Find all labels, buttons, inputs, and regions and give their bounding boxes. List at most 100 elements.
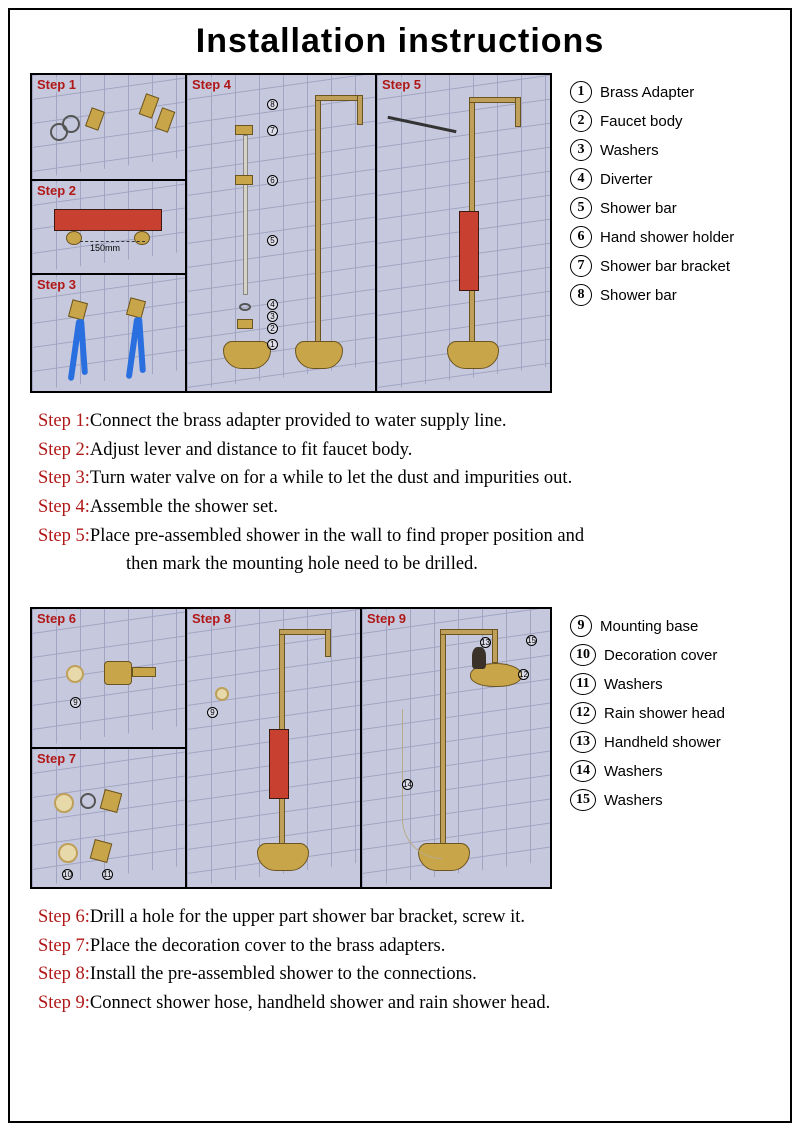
- step-line: Step 7:Place the decoration cover to the…: [38, 932, 770, 961]
- callout-num: 12: [518, 669, 529, 680]
- legend-num: 12: [570, 702, 596, 724]
- legend-num: 14: [570, 760, 596, 782]
- legend-item: 1Brass Adapter: [570, 81, 770, 103]
- step-line: Step 8:Install the pre-assembled shower …: [38, 960, 770, 989]
- shower-arm-icon: [357, 95, 363, 125]
- panel-label-8: Step 8: [190, 611, 233, 626]
- faucet-body-icon: [447, 341, 499, 369]
- col-steps-1-3: Step 1 Step 2 150mm: [31, 74, 186, 392]
- panel-step-6: Step 6 9: [31, 608, 186, 748]
- legend-label: Washers: [604, 676, 663, 693]
- panel-step-4: Step 4 8 7 6 5 4 3 2: [186, 74, 376, 392]
- legend-label: Shower bar: [600, 200, 677, 217]
- legend-label: Washers: [604, 792, 663, 809]
- legend-item: 4Diverter: [570, 168, 770, 190]
- legend-num: 2: [570, 110, 592, 132]
- legend-num: 15: [570, 789, 596, 811]
- step-line: Step 4:Assemble the shower set.: [38, 493, 770, 522]
- shower-arm-icon: [325, 629, 331, 657]
- legend-num: 5: [570, 197, 592, 219]
- panel-step-5: Step 5: [376, 74, 551, 392]
- panel-label-2: Step 2: [35, 183, 78, 198]
- step-line: Step 6:Drill a hole for the upper part s…: [38, 903, 770, 932]
- step-body: Drill a hole for the upper part shower b…: [90, 907, 525, 927]
- handheld-shower-icon: [472, 647, 486, 669]
- callout-num: 5: [267, 235, 278, 246]
- legend-num: 8: [570, 284, 592, 306]
- step-body: Assemble the shower set.: [90, 497, 278, 517]
- legend-label: Handheld shower: [604, 734, 721, 751]
- legend-num: 11: [570, 673, 596, 695]
- legend-label: Shower bar: [600, 287, 677, 304]
- mount-base-icon: [66, 665, 84, 683]
- bracket-icon: [235, 125, 253, 135]
- page-title: Installation instructions: [30, 22, 770, 61]
- panel-step-1: Step 1: [31, 74, 186, 180]
- callout-num: 9: [207, 707, 218, 718]
- step-body: Connect the brass adapter provided to wa…: [90, 411, 507, 431]
- bar-exploded-icon: [243, 135, 248, 295]
- mount-base-icon: [215, 687, 229, 701]
- legend-item: 8 Shower bar: [570, 284, 770, 306]
- legend-item: 7Shower bar bracket: [570, 255, 770, 277]
- panel-label-5: Step 5: [380, 77, 423, 92]
- washer-icon: [62, 115, 80, 133]
- callout-num: 2: [267, 323, 278, 334]
- legend-item: 11 Washers: [570, 673, 770, 695]
- legend-num: 9: [570, 615, 592, 637]
- panel-label-9: Step 9: [365, 611, 408, 626]
- callout-num: 1: [267, 339, 278, 350]
- callout-num: 7: [267, 125, 278, 136]
- deco-cover-icon: [58, 843, 78, 863]
- legend-label: Faucet body: [600, 113, 683, 130]
- deco-cover-icon: [54, 793, 74, 813]
- faucet-body-icon: [295, 341, 343, 369]
- callout-num: 8: [267, 99, 278, 110]
- diagram-grid-top: Step 1 Step 2 150mm: [30, 73, 552, 393]
- tile-bg: [187, 74, 375, 391]
- legend-item: 3Washers: [570, 139, 770, 161]
- step-line: Step 1:Connect the brass adapter provide…: [38, 407, 770, 436]
- washer-icon: [239, 303, 251, 311]
- level-tool-icon: [269, 729, 289, 799]
- shower-arm-icon: [315, 95, 363, 101]
- page: Installation instructions Step 1 Step 2: [8, 8, 792, 1123]
- panel-step-7: Step 7 10 11: [31, 748, 186, 888]
- level-tool-icon: [459, 211, 479, 291]
- step-body: Adjust lever and distance to fit faucet …: [90, 440, 412, 460]
- step-line: Step 2:Adjust lever and distance to fit …: [38, 436, 770, 465]
- shower-arm-icon: [469, 97, 521, 103]
- step-label: Step 7:: [38, 936, 90, 956]
- shower-arm-icon: [440, 629, 498, 635]
- legend-num: 10: [570, 644, 596, 666]
- legend-label: Mounting base: [600, 618, 698, 635]
- col-steps-6-7: Step 6 9 Step 7 10 11: [31, 608, 186, 888]
- callout-num: 6: [267, 175, 278, 186]
- level-tool-icon: [54, 209, 162, 231]
- callout-num: 13: [480, 637, 491, 648]
- step-body: Install the pre-assembled shower to the …: [90, 964, 477, 984]
- panel-step-9: Step 9 12 13 14 15: [361, 608, 551, 888]
- step-label: Step 1:: [38, 411, 90, 431]
- legend-num: 4: [570, 168, 592, 190]
- legend-item: 14Washers: [570, 760, 770, 782]
- callout-num: 11: [102, 869, 113, 880]
- callout-num: 9: [70, 697, 81, 708]
- legend-num: 13: [570, 731, 596, 753]
- shower-arm-icon: [492, 629, 498, 663]
- callout-num: 4: [267, 299, 278, 310]
- step-line: Step 9:Connect shower hose, handheld sho…: [38, 989, 770, 1018]
- diagram-grid-bottom: Step 6 9 Step 7 10 11: [30, 607, 552, 889]
- legend-bottom: 9Mounting base 10Decoration cover 11Wash…: [552, 607, 770, 889]
- diverter-icon: [237, 319, 253, 329]
- legend-num: 7: [570, 255, 592, 277]
- shower-arm-icon: [515, 97, 521, 127]
- callout-num: 10: [62, 869, 73, 880]
- steps-text-a: Step 1:Connect the brass adapter provide…: [38, 407, 770, 579]
- step-label: Step 6:: [38, 907, 90, 927]
- step-label: Step 9:: [38, 993, 90, 1013]
- panel-step-3: Step 3: [31, 274, 186, 392]
- step-label: Step 5:: [38, 526, 90, 546]
- legend-label: Hand shower holder: [600, 229, 734, 246]
- faucet-body-icon: [257, 843, 309, 871]
